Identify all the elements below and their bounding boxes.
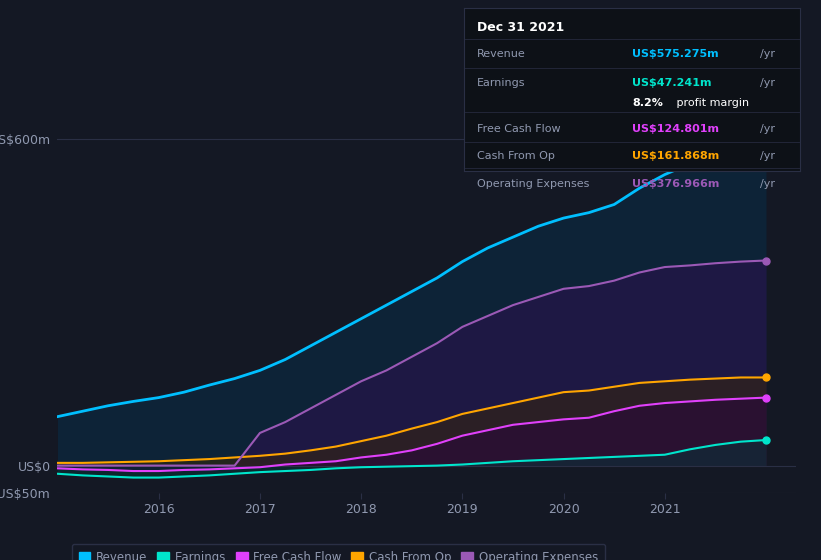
Text: US$161.868m: US$161.868m	[632, 151, 719, 161]
Text: profit margin: profit margin	[672, 98, 749, 108]
Text: Operating Expenses: Operating Expenses	[477, 179, 589, 189]
Text: Free Cash Flow: Free Cash Flow	[477, 124, 561, 134]
Text: US$47.241m: US$47.241m	[632, 78, 712, 88]
Text: Earnings: Earnings	[477, 78, 525, 88]
Text: US$376.966m: US$376.966m	[632, 179, 719, 189]
Text: /yr: /yr	[760, 179, 775, 189]
Legend: Revenue, Earnings, Free Cash Flow, Cash From Op, Operating Expenses: Revenue, Earnings, Free Cash Flow, Cash …	[71, 544, 605, 560]
Text: /yr: /yr	[760, 151, 775, 161]
Text: Dec 31 2021: Dec 31 2021	[477, 21, 565, 34]
Text: US$124.801m: US$124.801m	[632, 124, 719, 134]
Text: /yr: /yr	[760, 78, 775, 88]
Text: Revenue: Revenue	[477, 49, 526, 59]
Text: /yr: /yr	[760, 124, 775, 134]
Text: Cash From Op: Cash From Op	[477, 151, 555, 161]
Text: 8.2%: 8.2%	[632, 98, 663, 108]
Text: US$575.275m: US$575.275m	[632, 49, 719, 59]
Text: /yr: /yr	[760, 49, 775, 59]
